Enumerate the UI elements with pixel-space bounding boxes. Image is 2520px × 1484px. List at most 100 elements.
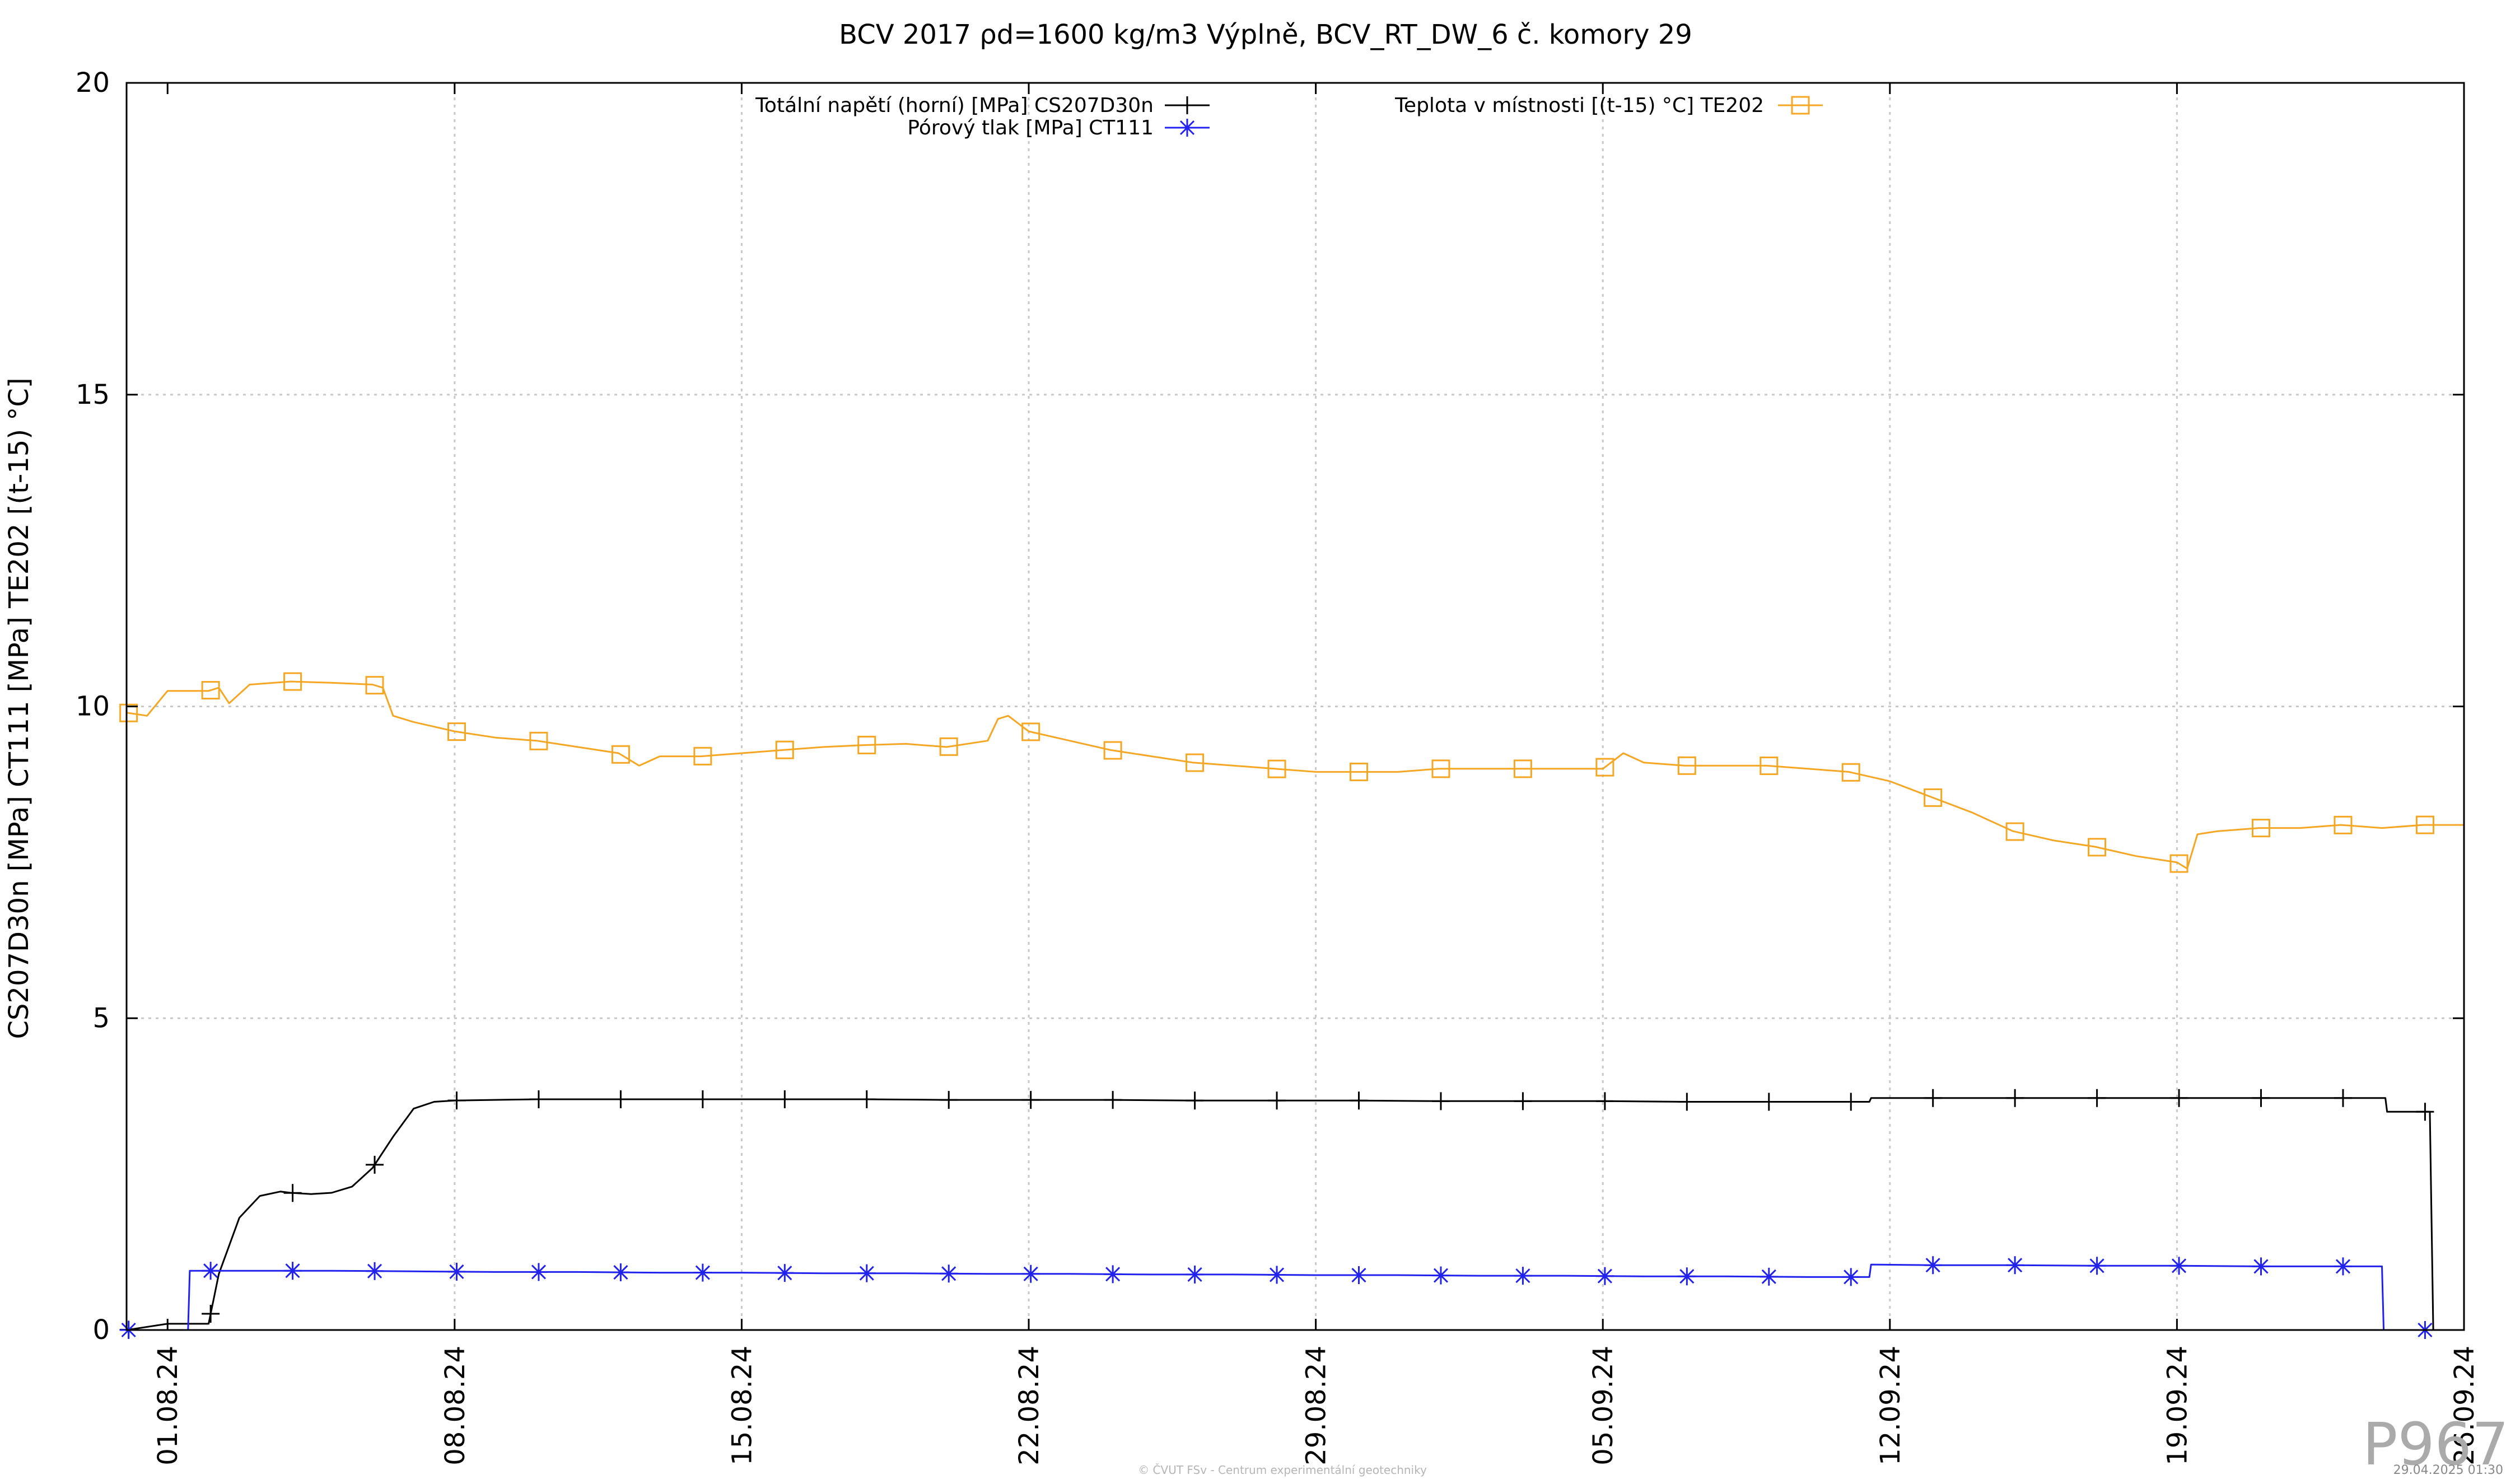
- y-tick-label: 5: [92, 1002, 110, 1034]
- data-point-marker: [1678, 1093, 1696, 1111]
- data-point-marker: [1924, 1256, 1942, 1275]
- data-point-marker: [2252, 1089, 2270, 1107]
- data-point-marker: [1841, 763, 1860, 782]
- data-point-marker: [940, 1264, 958, 1283]
- data-point-marker: [529, 1263, 548, 1281]
- data-point-marker: [2005, 822, 2024, 841]
- data-point-marker: [1178, 119, 1196, 137]
- data-point-marker: [202, 1262, 220, 1280]
- data-point-marker: [939, 737, 958, 756]
- data-point-marker: [119, 703, 138, 722]
- data-point-marker: [1842, 1093, 1860, 1111]
- data-point-marker: [1021, 1091, 1040, 1109]
- data-point-marker: [1595, 1267, 1614, 1285]
- data-point-marker: [1350, 1266, 1368, 1285]
- legend: Totální napětí (horní) [MPa] CS207D30nPó…: [755, 94, 1823, 139]
- data-point-marker: [1021, 722, 1040, 741]
- data-point-marker: [1595, 758, 1614, 777]
- data-point-marker: [775, 740, 794, 759]
- watermark: P967: [2363, 1410, 2509, 1478]
- data-point-marker: [1924, 788, 1943, 807]
- data-point-marker: [447, 1091, 466, 1110]
- data-point-marker: [2169, 854, 2188, 873]
- data-point-marker: [1760, 1093, 1778, 1111]
- data-point-marker: [2416, 1103, 2434, 1121]
- series-2: [119, 672, 2464, 873]
- x-tick-label: 26.09.24: [2449, 1346, 2480, 1466]
- data-point-marker: [693, 1090, 712, 1109]
- data-point-marker: [1104, 1265, 1122, 1284]
- legend-label: Totální napětí (horní) [MPa] CS207D30n: [755, 94, 1154, 117]
- data-point-marker: [2088, 1089, 2106, 1107]
- data-point-marker: [2170, 1089, 2188, 1107]
- series-line: [126, 680, 2464, 870]
- axes: 0 5 10 15 20 01.08.24 08.08.24 15.08.24 22.08.24…: [76, 67, 2480, 1466]
- data-point-marker: [1186, 753, 1205, 772]
- data-point-marker: [1103, 741, 1122, 760]
- data-point-marker: [2334, 1089, 2352, 1107]
- data-point-marker: [2252, 819, 2271, 838]
- data-point-marker: [283, 1184, 302, 1202]
- x-tick-label: 01.08.24: [152, 1346, 184, 1466]
- data-point-marker: [857, 735, 876, 754]
- data-point-marker: [2252, 1257, 2270, 1276]
- y-tick-label: 0: [92, 1314, 110, 1346]
- data-point-marker: [1104, 1091, 1122, 1109]
- data-point-marker: [366, 1262, 384, 1280]
- y-tick-label: 10: [76, 691, 110, 722]
- data-point-marker: [1514, 1267, 1532, 1285]
- x-tick-label: 08.08.24: [440, 1346, 471, 1466]
- series-1: [119, 1256, 2464, 1339]
- data-point-marker: [776, 1090, 794, 1109]
- data-point-marker: [1431, 1092, 1450, 1110]
- series-layer: [119, 672, 2464, 1339]
- data-point-marker: [366, 1155, 384, 1174]
- data-point-marker: [1513, 759, 1532, 778]
- credit-text: © ČVUT FSv - Centrum experimentální geot…: [1138, 1463, 1427, 1477]
- x-tick-label: 05.09.24: [1588, 1346, 1619, 1466]
- data-point-marker: [1350, 762, 1369, 781]
- data-point-marker: [611, 745, 630, 764]
- data-point-marker: [940, 1091, 958, 1109]
- data-point-marker: [857, 1090, 876, 1109]
- y-tick-label: 20: [76, 67, 110, 99]
- gridlines: [127, 83, 2464, 1330]
- chart-title: BCV 2017 ρd=1600 kg/m3 Výplně, BCV_RT_DW…: [839, 19, 1692, 50]
- data-point-marker: [1267, 759, 1286, 778]
- legend-entry: Pórový tlak [MPa] CT111: [907, 116, 1210, 139]
- data-point-marker: [2334, 815, 2353, 834]
- data-point-marker: [612, 1263, 630, 1282]
- data-point-marker: [2006, 1089, 2024, 1107]
- data-point-marker: [776, 1264, 794, 1282]
- data-point-marker: [1677, 756, 1696, 775]
- data-point-marker: [1431, 759, 1450, 778]
- data-point-marker: [693, 1263, 712, 1282]
- data-point-marker: [1791, 96, 1810, 115]
- x-tick-label: 15.08.24: [726, 1346, 758, 1466]
- data-point-marker: [1760, 1267, 1778, 1286]
- data-point-marker: [2006, 1256, 2024, 1275]
- data-point-marker: [1431, 1266, 1450, 1285]
- data-point-marker: [1842, 1268, 1860, 1286]
- data-point-marker: [1350, 1091, 1368, 1110]
- data-point-marker: [2170, 1257, 2188, 1275]
- data-point-marker: [1021, 1264, 1040, 1283]
- timestamp: 29.04.2025 01:30: [2393, 1463, 2503, 1477]
- series-0: [119, 1089, 2464, 1339]
- data-point-marker: [2088, 838, 2107, 857]
- legend-label: Teplota v místnosti [(t-15) °C] TE202: [1394, 94, 1764, 117]
- data-point-marker: [2415, 815, 2434, 834]
- data-point-marker: [693, 746, 712, 766]
- data-point-marker: [1186, 1265, 1204, 1284]
- data-point-marker: [2334, 1257, 2352, 1276]
- data-point-marker: [1595, 1092, 1614, 1110]
- legend-label: Pórový tlak [MPa] CT111: [907, 116, 1154, 139]
- data-point-marker: [529, 731, 548, 750]
- data-point-marker: [202, 1305, 220, 1323]
- data-point-marker: [1760, 757, 1779, 776]
- data-point-marker: [283, 1262, 302, 1280]
- legend-entry: Teplota v místnosti [(t-15) °C] TE202: [1394, 94, 1823, 117]
- legend-entry: Totální napětí (horní) [MPa] CS207D30n: [755, 94, 1210, 117]
- data-point-marker: [529, 1090, 548, 1109]
